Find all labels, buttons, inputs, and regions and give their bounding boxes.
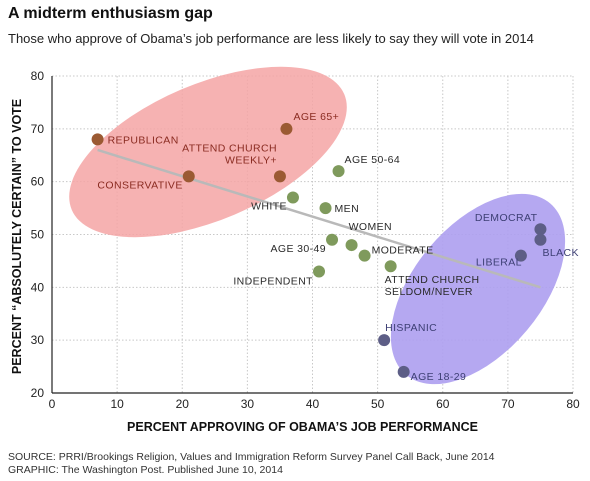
data-label-line: INDEPENDENT	[233, 275, 313, 287]
data-label-14: LIBERAL	[476, 257, 522, 269]
data-point-9	[358, 249, 371, 262]
data-label-line: LIBERAL	[476, 257, 522, 269]
data-label-10: INDEPENDENT	[233, 275, 313, 287]
x-tick-label: 30	[241, 397, 255, 411]
data-point-6	[319, 202, 332, 215]
data-label-11: ATTEND CHURCH SELDOM/NEVER	[385, 274, 480, 298]
chart-title: A midterm enthusiasm gap	[8, 5, 213, 22]
republican-group-oval	[69, 66, 347, 238]
y-tick-label: 20	[31, 386, 45, 400]
x-tick-label: 50	[371, 397, 385, 411]
data-label-15: HISPANIC	[385, 322, 437, 334]
y-axis-title: PERCENT “ABSOLUTELY CERTAIN” TO VOTE	[10, 99, 24, 374]
y-tick-label: 40	[31, 280, 45, 294]
data-point-14	[514, 249, 527, 262]
data-point-8	[345, 239, 358, 252]
democrat-group-oval	[390, 193, 566, 385]
data-point-11	[384, 260, 397, 273]
data-label-line: AGE 30-49	[270, 243, 326, 255]
data-point-5	[286, 191, 299, 204]
data-label-line: WHITE	[251, 201, 287, 213]
y-tick-label: 80	[31, 69, 45, 83]
data-point-7	[326, 233, 339, 246]
data-label-2: AGE 65+	[293, 111, 339, 123]
data-label-line: MEN	[335, 203, 360, 215]
trend-line	[97, 148, 541, 289]
x-tick-label: 70	[501, 397, 515, 411]
data-label-line: WEEKLY+	[225, 154, 277, 166]
data-point-3	[273, 170, 286, 183]
data-label-8: WOMEN	[349, 221, 392, 233]
data-label-line: DEMOCRAT	[475, 212, 538, 224]
data-label-3: ATTEND CHURCH WEEKLY+	[182, 142, 277, 166]
data-label-line: AGE 65+	[293, 111, 339, 123]
data-label-7: AGE 30-49	[270, 243, 326, 255]
data-label-line: WOMEN	[349, 221, 392, 233]
data-point-13	[534, 233, 547, 246]
data-point-4	[332, 165, 345, 178]
source-note: SOURCE: PRRI/Brookings Religion, Values …	[8, 451, 495, 463]
x-tick-label: 10	[110, 397, 124, 411]
data-point-2	[280, 122, 293, 135]
y-tick-label: 50	[31, 228, 45, 242]
data-label-line: HISPANIC	[385, 322, 437, 334]
data-point-15	[378, 334, 391, 347]
data-label-1: CONSERVATIVE	[97, 179, 182, 191]
y-tick-label: 30	[31, 333, 45, 347]
data-label-16: AGE 18-29	[411, 371, 467, 383]
graphic-credit: GRAPHIC: The Washington Post. Published …	[8, 464, 283, 476]
data-label-0: REPUBLICAN	[108, 134, 179, 146]
data-point-1	[182, 170, 195, 183]
data-point-12	[534, 223, 547, 236]
data-label-line: AGE 50-64	[345, 154, 401, 166]
data-label-4: AGE 50-64	[345, 154, 401, 166]
data-label-6: MEN	[335, 203, 360, 215]
x-tick-label: 20	[176, 397, 190, 411]
data-label-9: MODERATE	[372, 245, 434, 257]
data-label-13: BLACK	[542, 247, 578, 259]
data-label-line: MODERATE	[372, 245, 434, 257]
data-point-16	[397, 365, 410, 378]
y-tick-label: 70	[31, 122, 45, 136]
data-label-line: ATTEND CHURCH	[182, 142, 277, 154]
data-label-line: BLACK	[542, 247, 578, 259]
data-label-line: ATTEND CHURCH	[385, 274, 480, 286]
x-tick-label: 40	[306, 397, 320, 411]
chart-subtitle: Those who approve of Obama’s job perform…	[8, 31, 534, 46]
data-point-10	[313, 265, 326, 278]
y-tick-label: 60	[31, 175, 45, 189]
data-point-0	[91, 133, 104, 146]
data-label-line: REPUBLICAN	[108, 134, 179, 146]
data-label-line: SELDOM/NEVER	[385, 286, 473, 298]
data-label-line: CONSERVATIVE	[97, 179, 182, 191]
data-label-line: AGE 18-29	[411, 371, 467, 383]
x-axis-title: PERCENT APPROVING OF OBAMA’S JOB PERFORM…	[127, 420, 478, 434]
x-tick-label: 0	[49, 397, 56, 411]
data-label-12: DEMOCRAT	[475, 212, 538, 224]
data-label-5: WHITE	[251, 201, 287, 213]
x-tick-label: 80	[566, 397, 580, 411]
x-tick-label: 60	[436, 397, 450, 411]
